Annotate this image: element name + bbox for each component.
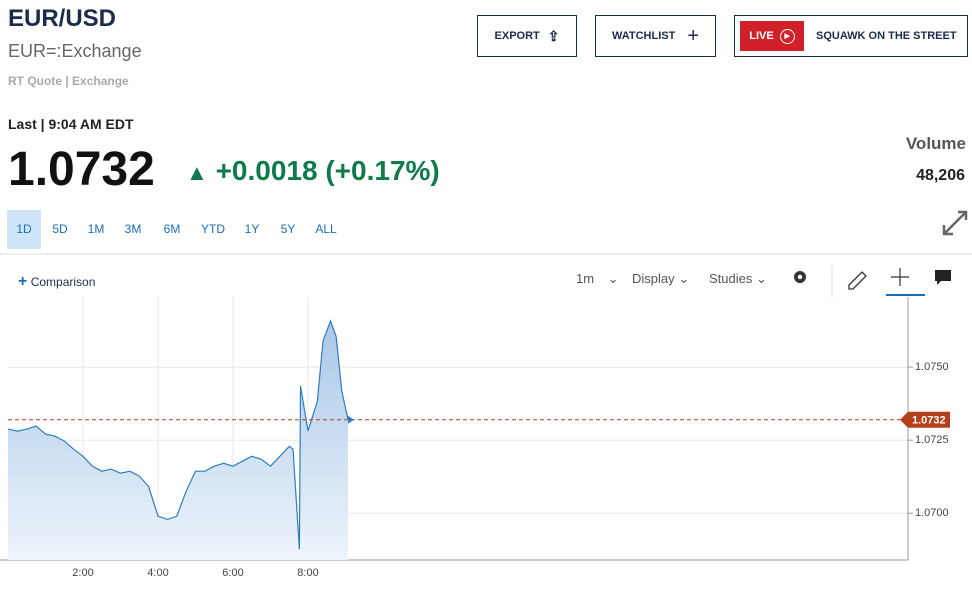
range-tab[interactable]: 5D xyxy=(52,222,68,236)
title: EUR/USD xyxy=(8,5,117,32)
last-price-box xyxy=(900,411,950,428)
comparison-button[interactable]: + Comparison xyxy=(18,273,96,290)
change-percent: (+0.17%) xyxy=(325,155,440,186)
y-tick-label: 1.0750 xyxy=(915,361,949,373)
volume: 48,206 xyxy=(916,167,965,184)
squawk-button[interactable]: LIVE ▶ SQUAWK ON THE STREET xyxy=(734,15,968,57)
last-price-label: 1.0732 xyxy=(912,415,946,427)
symbol: EUR=:Exchange xyxy=(8,41,142,61)
range-tab[interactable]: 1D xyxy=(7,210,41,249)
label: Display xyxy=(632,271,675,286)
range-tab[interactable]: 1Y xyxy=(244,222,260,236)
label: Studies xyxy=(709,271,753,286)
x-tick-label: 4:00 xyxy=(147,567,168,579)
range-tab[interactable]: 5Y xyxy=(280,222,296,236)
last-label: Last | 9:04 AM EDT xyxy=(8,116,134,132)
range-tab[interactable]: ALL xyxy=(315,222,337,236)
studies-menu[interactable]: Studies ⌄ xyxy=(709,271,767,286)
last-point xyxy=(348,415,355,424)
volume-label: Volume xyxy=(905,134,966,153)
x-tick-label: 2:00 xyxy=(72,567,93,579)
price: 1.0732 xyxy=(8,143,155,196)
x-tick-label: 6:00 xyxy=(222,567,243,579)
x-tick-label: 8:00 xyxy=(297,567,318,579)
line xyxy=(7,319,349,550)
change: ▲ +0.0018 (+0.17%) xyxy=(186,155,440,187)
live-badge: LIVE ▶ xyxy=(740,21,804,51)
label: WATCHLIST xyxy=(611,30,676,42)
range-tab[interactable]: 3M xyxy=(124,222,142,236)
label: Comparison xyxy=(30,275,96,289)
label: EXPORT xyxy=(494,30,540,42)
area xyxy=(8,321,348,560)
source: RT Quote | Exchange xyxy=(8,74,129,88)
icon: + xyxy=(687,24,700,47)
expand-icon[interactable] xyxy=(942,210,968,236)
label: LIVE xyxy=(749,30,774,42)
icon: ▶ xyxy=(779,28,795,44)
comment-icon[interactable] xyxy=(935,270,951,285)
range-tab[interactable]: YTD xyxy=(201,222,225,236)
up-arrow: ▲ xyxy=(186,160,208,185)
change-value: +0.0018 xyxy=(215,155,318,186)
pencil-icon[interactable] xyxy=(848,271,867,290)
display-menu[interactable]: Display ⌄ xyxy=(632,271,690,286)
label: 1m xyxy=(576,271,595,286)
watchlist-button[interactable]: WATCHLIST + xyxy=(595,15,716,57)
gear-icon[interactable] xyxy=(794,271,806,283)
range-tab[interactable]: 6M xyxy=(163,222,181,236)
label: SQUAWK ON THE STREET xyxy=(816,30,957,42)
y-tick-label: 1.0725 xyxy=(915,434,949,446)
export-button[interactable]: EXPORT ⇪ xyxy=(477,15,577,57)
icon: ⇪ xyxy=(547,27,560,44)
range-tab[interactable]: 1M xyxy=(87,222,105,236)
interval-menu[interactable]: 1m ⌄ xyxy=(576,271,619,286)
crosshair-icon[interactable] xyxy=(891,268,909,286)
y-tick-label: 1.0700 xyxy=(915,507,949,519)
